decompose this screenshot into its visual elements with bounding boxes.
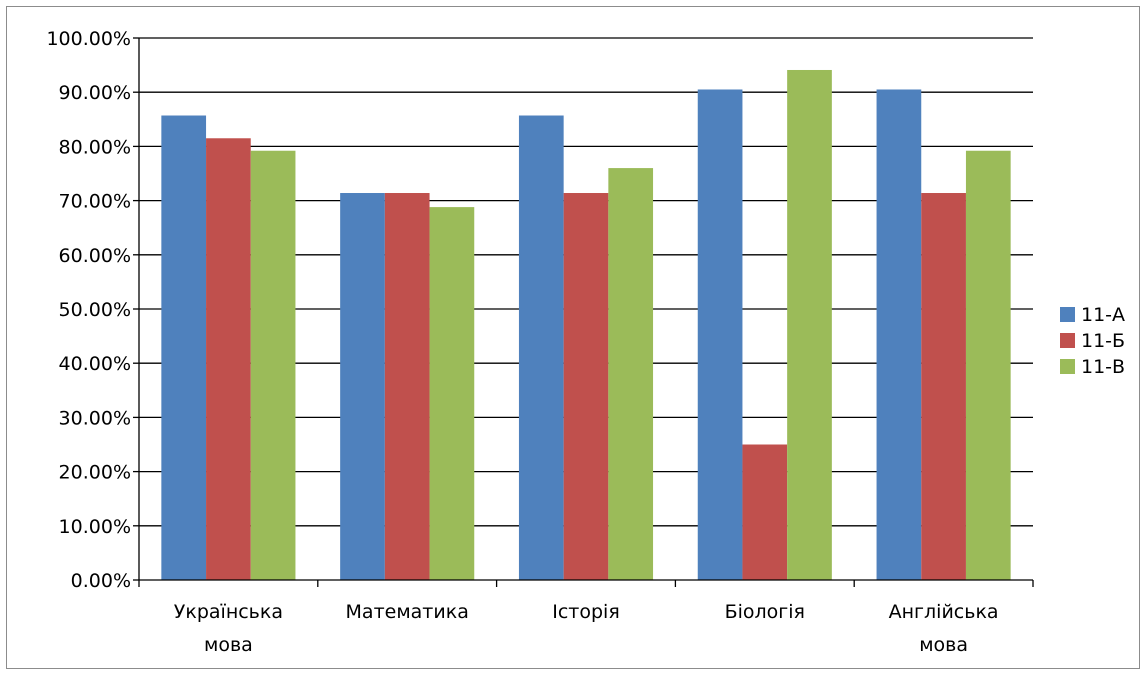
legend-label: 11-А xyxy=(1081,304,1125,326)
bar xyxy=(340,193,385,580)
legend-swatch xyxy=(1060,307,1075,322)
bar xyxy=(518,115,564,581)
bar xyxy=(965,150,1011,580)
x-tick-label: Математика xyxy=(346,601,469,623)
legend-swatch xyxy=(1060,333,1075,348)
x-tick-label: мова xyxy=(919,634,968,656)
bar-chart: 0.00% 10.00% 20.00% 30.00% 40.00% 50.00% 60.00… xyxy=(46,28,1125,656)
y-tick-label: 30.00% xyxy=(59,407,131,429)
x-tick-label: мова xyxy=(204,634,253,656)
x-tick-label: Історія xyxy=(552,601,620,623)
legend: 11-А 11-Б 11-В xyxy=(1060,304,1125,378)
y-tick-label: 100.00% xyxy=(46,28,131,50)
bar xyxy=(563,193,609,580)
legend-swatch xyxy=(1060,359,1075,374)
legend-label: 11-Б xyxy=(1081,330,1125,352)
x-axis-ticks: Українська мова Математика Історія Біологія А… xyxy=(138,580,1034,656)
bars xyxy=(161,69,1011,581)
y-tick-label: 50.00% xyxy=(59,299,131,321)
bar xyxy=(429,207,475,580)
y-tick-label: 70.00% xyxy=(59,191,131,213)
bar xyxy=(742,444,788,580)
x-tick-label: Біологія xyxy=(725,601,805,623)
bar xyxy=(206,138,251,580)
y-axis-ticks: 0.00% 10.00% 20.00% 30.00% 40.00% 50.00% 60.00… xyxy=(46,28,139,592)
x-tick-label: Українська xyxy=(174,601,283,623)
y-tick-label: 20.00% xyxy=(59,462,131,484)
legend-label: 11-В xyxy=(1081,356,1125,378)
bar xyxy=(161,115,207,581)
y-tick-label: 80.00% xyxy=(59,136,131,158)
bar xyxy=(250,150,296,580)
y-tick-label: 60.00% xyxy=(59,245,131,267)
bar xyxy=(876,89,922,581)
bar xyxy=(787,69,832,580)
y-tick-label: 90.00% xyxy=(59,82,131,104)
y-tick-label: 0.00% xyxy=(71,570,131,592)
bar xyxy=(697,89,743,581)
x-tick-label: Англійська xyxy=(889,601,999,623)
bar xyxy=(921,193,966,580)
bar xyxy=(384,193,430,580)
bar xyxy=(608,168,654,580)
y-tick-label: 40.00% xyxy=(59,353,131,375)
y-tick-label: 10.00% xyxy=(59,516,131,538)
chart-frame: 0.00% 10.00% 20.00% 30.00% 40.00% 50.00% 60.00… xyxy=(6,6,1140,669)
